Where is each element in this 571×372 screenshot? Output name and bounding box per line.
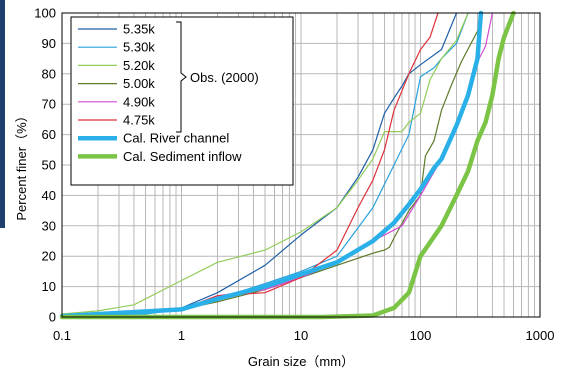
x-tick-label: 10 xyxy=(294,328,308,343)
legend-items: 5.35k 5.30k 5.20k 5.00k 4.90k 4.75k Cal. River… xyxy=(78,22,242,164)
x-tick-label: 1000 xyxy=(526,328,555,343)
legend-group-bracket xyxy=(176,21,187,133)
legend-label: 4.75k xyxy=(123,113,155,128)
y-tick-label: 70 xyxy=(42,97,56,112)
legend-label: Cal. River channel xyxy=(123,131,229,146)
plot-frame xyxy=(61,12,541,318)
y-axis-title: Percent finer（%） xyxy=(14,109,29,220)
series-line-5-35k xyxy=(61,12,458,317)
y-tick-label: 80 xyxy=(42,66,56,81)
legend-label: 5.30k xyxy=(123,40,155,55)
x-axis-title: Grain size（mm） xyxy=(248,354,354,369)
y-tick-label: 30 xyxy=(42,218,56,233)
y-tick-label: 100 xyxy=(34,6,56,21)
x-tick-label: 100 xyxy=(410,328,432,343)
legend: 5.35k 5.30k 5.20k 5.00k 4.90k 4.75k Cal. River… xyxy=(70,16,294,186)
y-tick-label: 50 xyxy=(42,158,56,173)
series-line-5-20k xyxy=(61,12,469,315)
legend-label: 5.20k xyxy=(123,58,155,73)
y-tick-label: 10 xyxy=(42,279,56,294)
y-tick-label: 20 xyxy=(42,249,56,264)
side-accent-bar xyxy=(0,0,5,228)
y-tick-label: 90 xyxy=(42,36,56,51)
legend-label: Cal. Sediment inflow xyxy=(123,149,242,164)
y-tick-label: 40 xyxy=(42,188,56,203)
legend-label: 5.00k xyxy=(123,76,155,91)
series-layer xyxy=(59,10,516,320)
legend-label: 5.35k xyxy=(123,22,155,37)
x-tick-label: 0.1 xyxy=(53,328,71,343)
series-line-cal-river-channel xyxy=(59,10,484,319)
legend-group-label: Obs. (2000) xyxy=(190,70,259,85)
y-tick-label: 0 xyxy=(49,310,56,325)
x-tick-label: 1 xyxy=(178,328,185,343)
y-tick-label: 60 xyxy=(42,127,56,142)
tick-layer: 0.1 1 10 100 1000 0 10 20 30 40 50 60 70 80 90 100 xyxy=(34,6,554,344)
series-line-cal-sediment-inflow xyxy=(59,10,516,320)
legend-label: 4.90k xyxy=(123,94,155,109)
